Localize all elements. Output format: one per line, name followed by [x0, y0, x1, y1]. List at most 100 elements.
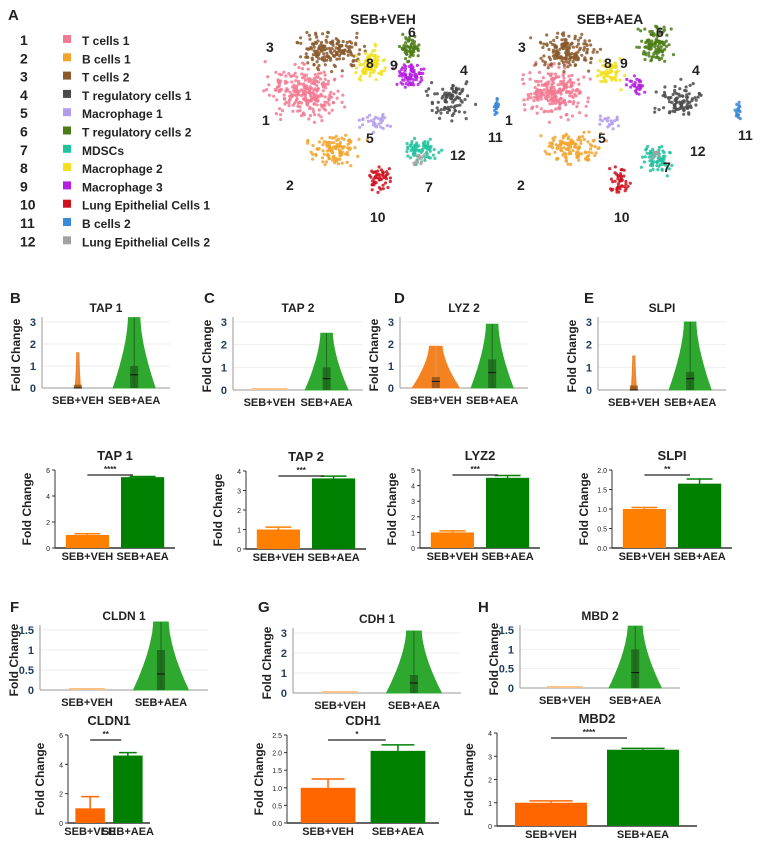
legend-label: B cells 1	[82, 52, 131, 66]
tsne-point	[455, 104, 459, 108]
significance-marker: *	[355, 730, 359, 739]
tsne-point	[410, 51, 414, 55]
tsne-point	[274, 70, 278, 74]
tsne-point	[282, 97, 287, 101]
tsne-point	[592, 48, 596, 52]
tsne-point	[639, 165, 644, 169]
tsne-point	[567, 60, 571, 64]
tsne-point	[325, 40, 329, 44]
tsne-point	[602, 60, 607, 64]
tsne-point	[669, 27, 673, 31]
cluster-label: 3	[518, 39, 526, 55]
tsne-point	[404, 57, 408, 61]
tsne-point	[311, 91, 315, 95]
tsne-point	[336, 162, 340, 166]
tsne-point	[423, 140, 427, 144]
y-tick-label: 1	[221, 362, 227, 374]
tsne-point	[325, 58, 329, 62]
tsne-point	[316, 72, 321, 76]
tsne-point	[541, 45, 545, 50]
tsne-point	[370, 59, 374, 63]
tsne-point	[528, 71, 532, 75]
tsne-point	[529, 92, 533, 96]
y-tick-label: 1.5	[499, 625, 514, 637]
tsne-point	[341, 145, 345, 149]
tsne-point	[602, 70, 607, 74]
tsne-point	[619, 88, 623, 92]
tsne-point	[696, 95, 700, 99]
y-tick-label: 2	[237, 508, 241, 515]
tsne-point	[654, 24, 658, 28]
y-tick-label: 3	[281, 628, 287, 640]
tsne-point	[305, 84, 309, 88]
tsne-point	[425, 147, 429, 151]
y-tick-label: 1	[586, 362, 592, 374]
cluster-label: 1	[262, 112, 270, 128]
tsne-point	[322, 52, 326, 56]
y-axis-label: Fold Change	[577, 472, 591, 545]
tsne-point	[662, 41, 666, 45]
tsne-point	[547, 144, 551, 148]
tsne-point	[341, 93, 345, 97]
tsne-point	[381, 171, 385, 175]
tsne-point	[361, 70, 365, 74]
tsne-point	[645, 39, 649, 43]
tsne-point	[308, 107, 312, 111]
tsne-point	[320, 156, 325, 160]
legend-number: 9	[20, 178, 28, 194]
tsne-point	[313, 87, 317, 91]
tsne-point	[325, 149, 330, 153]
tsne-point	[562, 33, 566, 38]
x-tick-label: SEB+VEH	[608, 397, 660, 409]
y-tick-label: 0	[281, 688, 287, 700]
bar-seb-aea	[607, 749, 679, 826]
tsne-point	[417, 154, 421, 158]
tsne-point	[430, 108, 434, 113]
tsne-point	[381, 183, 385, 187]
tsne-point	[539, 134, 543, 138]
panel-letter-d: D	[394, 290, 405, 307]
tsne-point	[279, 117, 283, 122]
tsne-point	[539, 107, 543, 111]
tsne-point	[376, 190, 380, 194]
bar-title: CDH1	[345, 713, 380, 728]
tsne-point	[545, 85, 549, 89]
tsne-point	[368, 113, 372, 117]
tsne-point	[284, 74, 288, 78]
tsne-point	[426, 155, 430, 159]
tsne-point	[372, 68, 377, 72]
tsne-point	[417, 71, 421, 75]
tsne-point	[559, 115, 563, 119]
tsne-point	[520, 77, 525, 81]
tsne-point	[298, 109, 302, 113]
tsne-point	[556, 31, 560, 35]
tsne-point	[553, 72, 558, 76]
tsne-point	[568, 56, 572, 60]
tsne-point	[448, 95, 452, 100]
tsne-point	[450, 113, 454, 118]
x-tick-label: SEB+AEA	[466, 395, 518, 407]
tsne-point	[570, 52, 574, 56]
tsne-point	[315, 84, 319, 88]
tsne-point	[634, 88, 638, 92]
tsne-point	[457, 110, 461, 114]
tsne-point	[625, 77, 629, 81]
tsne-point	[551, 146, 555, 150]
y-tick-label: 4	[46, 494, 50, 501]
tsne-point	[585, 43, 589, 48]
violin-plot-f	[39, 621, 208, 691]
legend-swatch	[63, 53, 71, 62]
tsne-point	[379, 187, 383, 191]
tsne-point	[584, 58, 588, 62]
legend-number: 11	[20, 215, 35, 231]
violin-box	[156, 650, 165, 690]
tsne-point	[342, 137, 346, 141]
tsne-point	[688, 83, 692, 87]
legend-label: T cells 2	[82, 71, 130, 85]
tsne-point	[406, 83, 410, 87]
tsne-point	[543, 63, 547, 67]
tsne-point	[404, 37, 408, 41]
tsne-point	[523, 108, 527, 112]
cluster-label: 12	[690, 143, 706, 159]
tsne-point	[638, 86, 643, 90]
